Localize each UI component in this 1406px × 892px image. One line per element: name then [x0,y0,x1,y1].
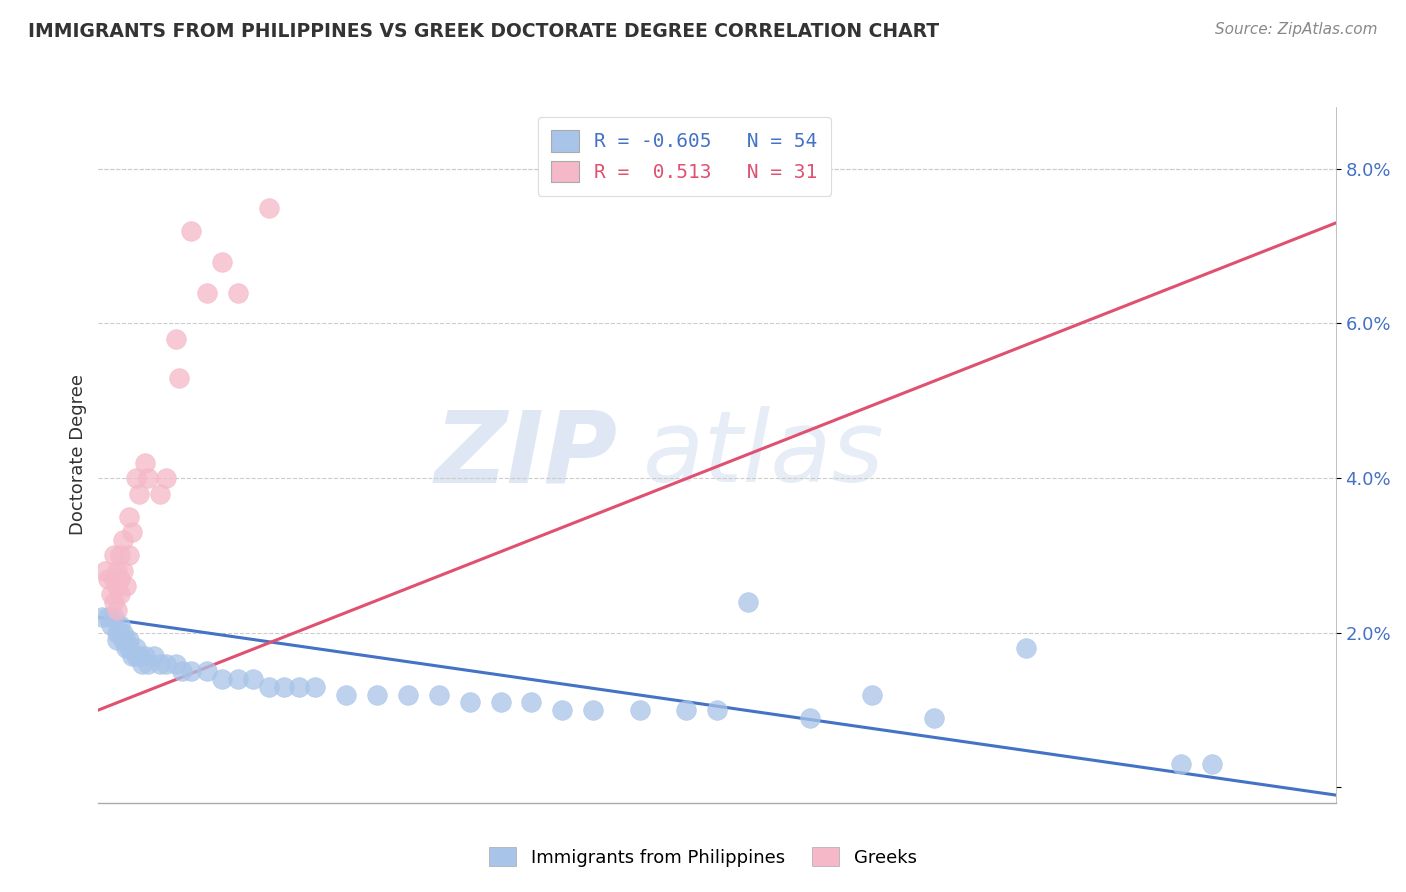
Point [105,579,128,593]
Point [799,711,821,725]
Point [582,703,605,717]
Point [108,587,131,601]
Point [118,633,141,648]
Point [124,471,146,485]
Point [108,625,131,640]
Legend: R = -0.605   N = 54, R =  0.513   N = 31: R = -0.605 N = 54, R = 0.513 N = 31 [538,117,831,196]
Point [118,549,141,563]
Point [922,711,945,725]
Point [304,680,326,694]
Point [131,657,153,671]
Point [1015,641,1038,656]
Point [115,633,138,648]
Point [136,657,159,671]
Point [90,610,112,624]
Point [675,703,697,717]
Point [97,572,120,586]
Point [115,641,138,656]
Point [520,695,543,709]
Point [105,564,128,578]
Point [112,633,135,648]
Point [134,648,156,663]
Point [121,525,143,540]
Y-axis label: Doctorate Degree: Doctorate Degree [69,375,87,535]
Point [112,533,135,547]
Point [180,665,202,679]
Text: atlas: atlas [643,407,884,503]
Point [112,625,135,640]
Point [124,641,146,656]
Text: IMMIGRANTS FROM PHILIPPINES VS GREEK DOCTORATE DEGREE CORRELATION CHART: IMMIGRANTS FROM PHILIPPINES VS GREEK DOC… [28,22,939,41]
Point [242,672,264,686]
Point [165,332,187,346]
Point [105,633,128,648]
Point [195,665,218,679]
Point [128,648,150,663]
Point [1170,757,1192,772]
Point [105,602,128,616]
Point [155,471,177,485]
Point [118,509,141,524]
Point [121,648,143,663]
Point [737,595,759,609]
Point [211,672,233,686]
Point [108,549,131,563]
Point [628,703,651,717]
Point [124,648,146,663]
Point [128,486,150,500]
Point [112,564,135,578]
Point [149,657,172,671]
Point [458,695,481,709]
Point [396,688,419,702]
Point [427,688,450,702]
Point [366,688,388,702]
Point [335,688,357,702]
Point [195,285,218,300]
Text: Source: ZipAtlas.com: Source: ZipAtlas.com [1215,22,1378,37]
Point [108,572,131,586]
Point [257,201,280,215]
Point [706,703,728,717]
Point [170,665,193,679]
Point [860,688,883,702]
Point [257,680,280,694]
Text: ZIP: ZIP [434,407,619,503]
Point [100,618,122,632]
Point [118,641,141,656]
Point [93,564,115,578]
Point [134,456,156,470]
Point [155,657,177,671]
Point [273,680,295,694]
Point [167,370,190,384]
Point [165,657,187,671]
Point [103,610,125,624]
Point [551,703,574,717]
Point [100,587,122,601]
Point [149,486,172,500]
Point [108,618,131,632]
Point [103,595,125,609]
Point [105,625,128,640]
Point [103,549,125,563]
Point [103,572,125,586]
Point [226,672,249,686]
Point [489,695,512,709]
Point [97,610,120,624]
Legend: Immigrants from Philippines, Greeks: Immigrants from Philippines, Greeks [482,840,924,874]
Point [1201,757,1223,772]
Point [180,224,202,238]
Point [226,285,249,300]
Point [288,680,311,694]
Point [136,471,159,485]
Point [211,254,233,268]
Point [115,579,138,593]
Point [143,648,166,663]
